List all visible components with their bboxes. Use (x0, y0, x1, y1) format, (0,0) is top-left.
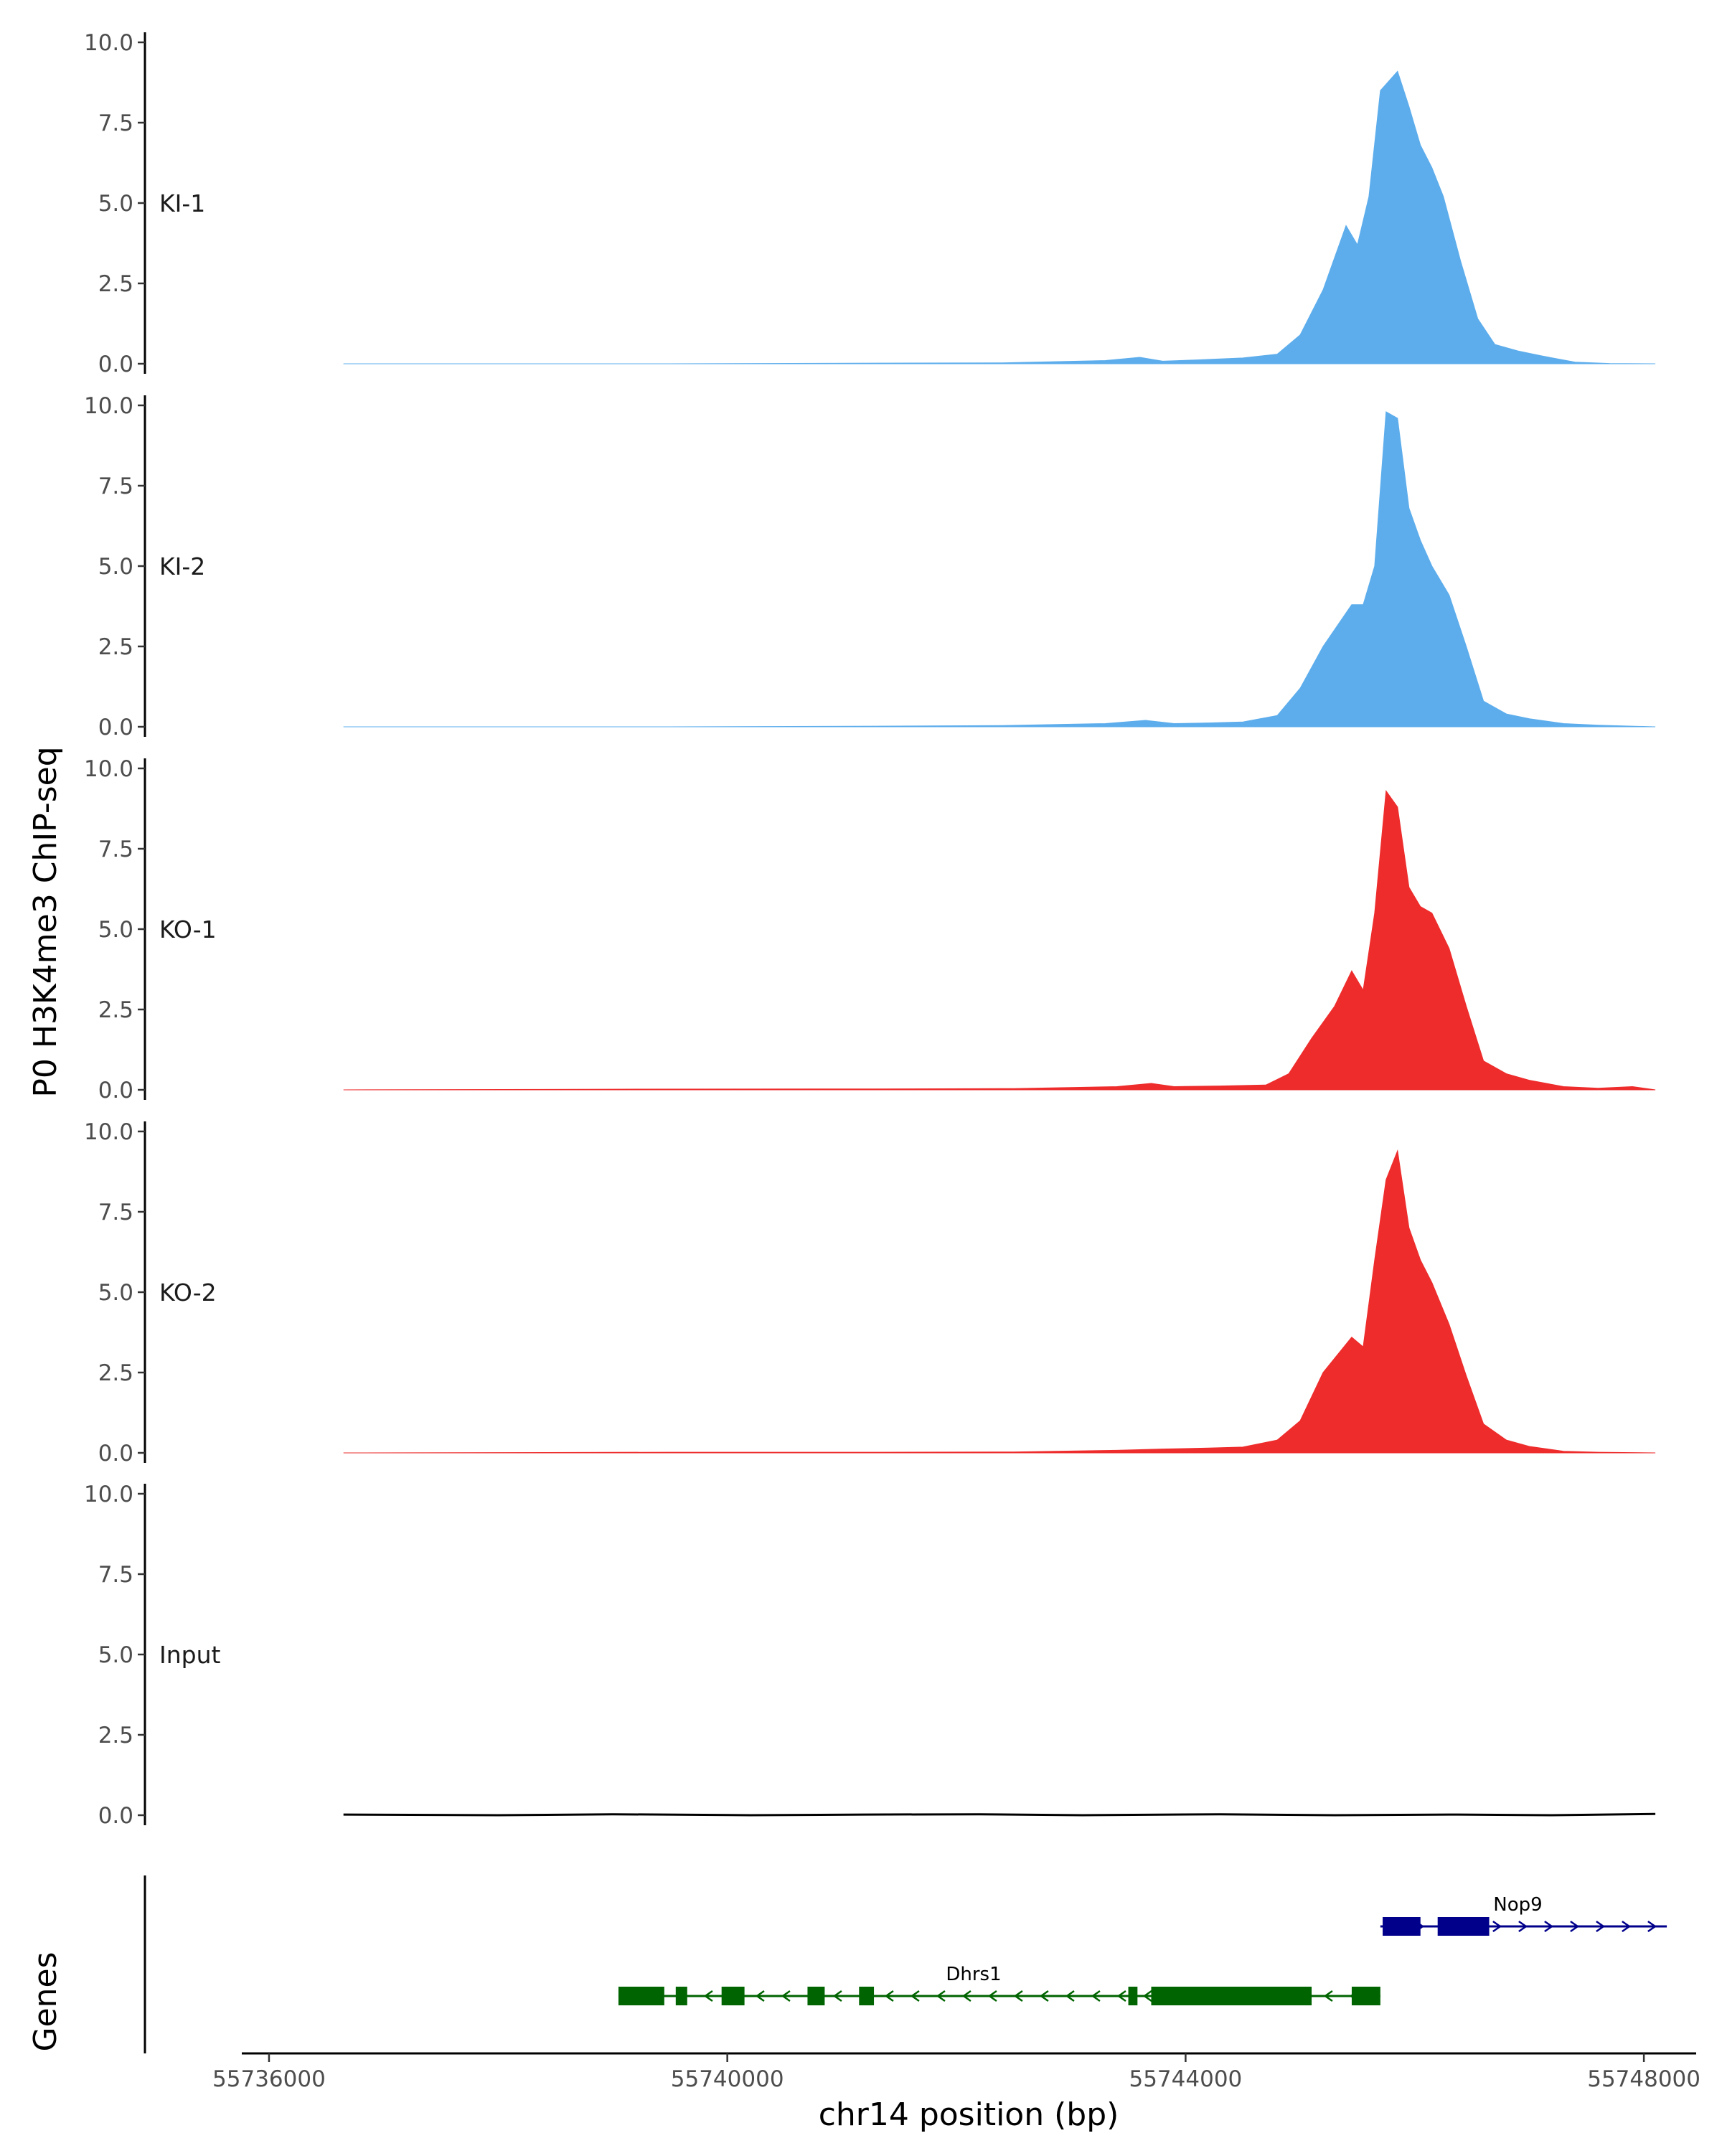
strand-arrow (1518, 1920, 1528, 1933)
coverage-line (343, 1812, 1656, 1817)
strand-arrow (1013, 1990, 1023, 2002)
exon (1128, 1987, 1138, 2005)
track-label: KO-1 (159, 915, 217, 943)
strand-arrow (1622, 1920, 1632, 1933)
exon (1351, 1987, 1380, 2005)
strand-arrow (1116, 1990, 1126, 2002)
exon (859, 1987, 875, 2005)
strand-arrow (755, 1990, 765, 2002)
x-tick-label: 55740000 (671, 2066, 784, 2092)
track-panel-ki-2: 0.0 2.5 5.0 7.5 10.0 KI-2 (84, 393, 1656, 740)
track-label: Input (159, 1641, 221, 1669)
exon (675, 1987, 687, 2005)
y-tick-label: 7.5 (98, 474, 133, 499)
strand-arrow (832, 1990, 842, 2002)
track-label: KI-1 (159, 189, 205, 217)
y-axis-title: P0 H3K4me3 ChIP-seq (27, 746, 64, 1097)
strand-arrow (910, 1990, 920, 2002)
coverage-area (343, 411, 1656, 728)
x-tick-label: 55744000 (1129, 2066, 1242, 2092)
genes-panel: 55736000 55740000 55744000 55748000 Nop9 Dhrs… (144, 1875, 1700, 2092)
y-tick-label: 5.0 (98, 554, 133, 580)
y-tick-label: 7.5 (98, 1200, 133, 1225)
exon (807, 1987, 825, 2005)
strand-arrow (961, 1990, 971, 2002)
strand-arrow (1544, 1920, 1554, 1933)
y-tick-label: 10.0 (84, 30, 133, 56)
gene-dhrs1: Dhrs1 (618, 1964, 1380, 2005)
y-tick-label: 2.5 (98, 1360, 133, 1386)
x-tick-label: 55748000 (1587, 2066, 1700, 2092)
strand-arrow (1091, 1990, 1101, 2002)
y-tick-label: 0.0 (98, 1078, 133, 1103)
track-panel-input: 0.0 2.5 5.0 7.5 10.0 Input (84, 1482, 1656, 1829)
track-label: KO-2 (159, 1279, 217, 1307)
track-label: KI-2 (159, 552, 205, 580)
track-panels: 0.0 2.5 5.0 7.5 10.0 KI-1 0.0 2.5 5.0 7.5 10.0 KI-2… (84, 30, 1656, 1829)
y-tick-label: 2.5 (98, 634, 133, 660)
y-tick-label: 5.0 (98, 191, 133, 217)
strand-arrow (1570, 1920, 1580, 1933)
track-panel-ko-2: 0.0 2.5 5.0 7.5 10.0 KO-2 (84, 1119, 1656, 1467)
coverage-area (343, 790, 1656, 1091)
exon (721, 1987, 745, 2005)
y-tick-label: 10.0 (84, 1119, 133, 1145)
y-tick-label: 7.5 (98, 837, 133, 862)
genes-axis-title: Genes (27, 1952, 64, 2051)
y-tick-label: 10.0 (84, 393, 133, 419)
y-tick-label: 5.0 (98, 917, 133, 943)
gene-label: Dhrs1 (946, 1964, 1001, 1985)
strand-arrow (936, 1990, 946, 2002)
strand-arrow (1039, 1990, 1049, 2002)
strand-arrow (703, 1990, 713, 2002)
coverage-area (343, 70, 1656, 364)
strand-arrow (1647, 1920, 1657, 1933)
y-tick-label: 5.0 (98, 1642, 133, 1668)
y-tick-label: 10.0 (84, 756, 133, 782)
gene-nop9: Nop9 (1380, 1894, 1667, 1936)
strand-arrow (987, 1990, 997, 2002)
strand-arrow (1323, 1990, 1333, 2002)
x-tick-label: 55736000 (212, 2066, 326, 2092)
strand-arrow (1142, 1990, 1152, 2002)
track-panel-ki-1: 0.0 2.5 5.0 7.5 10.0 KI-1 (84, 30, 1656, 377)
strand-arrow (781, 1990, 791, 2002)
y-tick-label: 0.0 (98, 352, 133, 377)
strand-arrow (1596, 1920, 1606, 1933)
y-tick-label: 2.5 (98, 997, 133, 1023)
y-tick-label: 2.5 (98, 271, 133, 297)
y-tick-label: 7.5 (98, 110, 133, 136)
y-tick-label: 0.0 (98, 1441, 133, 1467)
y-tick-label: 10.0 (84, 1482, 133, 1507)
y-tick-label: 7.5 (98, 1562, 133, 1588)
y-tick-label: 2.5 (98, 1723, 133, 1748)
exon (618, 1987, 664, 2005)
gene-label: Nop9 (1493, 1894, 1542, 1916)
strand-arrow (1492, 1920, 1502, 1933)
x-axis-title: chr14 position (bp) (819, 2096, 1119, 2133)
exon (1151, 1987, 1312, 2005)
y-tick-label: 0.0 (98, 1803, 133, 1829)
strand-arrow (1065, 1990, 1075, 2002)
track-panel-ko-1: 0.0 2.5 5.0 7.5 10.0 KO-1 (84, 756, 1656, 1103)
exon (1383, 1917, 1421, 1936)
y-tick-label: 5.0 (98, 1280, 133, 1306)
coverage-area (343, 1149, 1656, 1454)
exon (1437, 1917, 1490, 1936)
strand-arrow (884, 1990, 894, 2002)
y-tick-label: 0.0 (98, 715, 133, 740)
